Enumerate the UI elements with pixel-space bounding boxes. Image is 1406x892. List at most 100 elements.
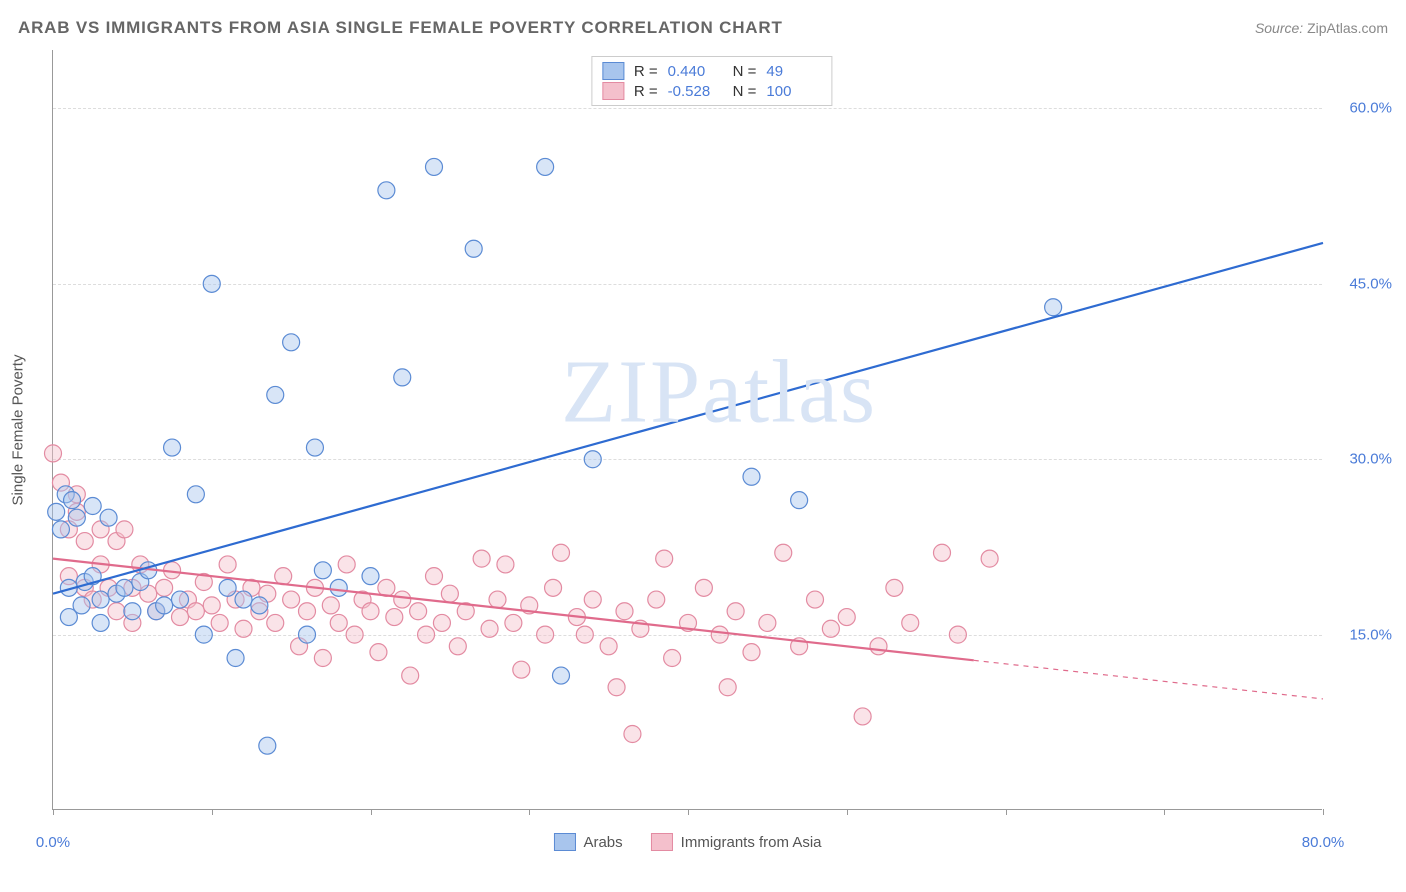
data-point (418, 626, 435, 643)
data-point (322, 597, 339, 614)
data-point (608, 679, 625, 696)
data-point (338, 556, 355, 573)
legend-row-arabs: R = 0.440 N = 49 (602, 61, 822, 81)
r-value-asia: -0.528 (668, 83, 723, 100)
legend-label-arabs: Arabs (583, 834, 622, 851)
data-point (195, 626, 212, 643)
data-point (92, 614, 109, 631)
data-point (854, 708, 871, 725)
data-point (822, 620, 839, 637)
data-point (727, 603, 744, 620)
data-point (807, 591, 824, 608)
data-point (164, 439, 181, 456)
data-point (537, 158, 554, 175)
data-point (172, 591, 189, 608)
data-point (203, 275, 220, 292)
data-point (314, 562, 331, 579)
data-point (838, 609, 855, 626)
data-point (203, 597, 220, 614)
data-point (267, 614, 284, 631)
data-point (378, 182, 395, 199)
data-point (92, 591, 109, 608)
y-tick-label: 60.0% (1332, 100, 1392, 117)
legend-row-asia: R = -0.528 N = 100 (602, 81, 822, 101)
data-point (386, 609, 403, 626)
data-point (648, 591, 665, 608)
data-point (497, 556, 514, 573)
trend-line-dashed (974, 660, 1323, 699)
legend-item-arabs: Arabs (553, 833, 622, 851)
data-point (545, 579, 562, 596)
data-point (299, 626, 316, 643)
data-point (981, 550, 998, 567)
data-point (100, 509, 117, 526)
data-point (394, 369, 411, 386)
source-name: ZipAtlas.com (1307, 20, 1388, 36)
data-point (330, 614, 347, 631)
data-point (76, 533, 93, 550)
data-point (426, 158, 443, 175)
data-point (68, 509, 85, 526)
n-value-asia: 100 (766, 83, 821, 100)
data-point (346, 626, 363, 643)
data-point (949, 626, 966, 643)
data-point (584, 451, 601, 468)
data-point (576, 626, 593, 643)
data-point (489, 591, 506, 608)
data-point (616, 603, 633, 620)
legend-correlation: R = 0.440 N = 49 R = -0.528 N = 100 (591, 56, 833, 106)
data-point (187, 486, 204, 503)
data-point (219, 579, 236, 596)
data-point (902, 614, 919, 631)
source: Source: ZipAtlas.com (1255, 20, 1388, 36)
data-point (664, 650, 681, 667)
chart-title: ARAB VS IMMIGRANTS FROM ASIA SINGLE FEMA… (18, 18, 783, 38)
data-point (211, 614, 228, 631)
data-point (719, 679, 736, 696)
data-point (306, 439, 323, 456)
y-tick-label: 30.0% (1332, 451, 1392, 468)
data-point (84, 498, 101, 515)
source-label: Source: (1255, 20, 1303, 36)
data-point (394, 591, 411, 608)
chart-area: ZIPatlas Single Female Poverty 15.0%30.0… (52, 50, 1322, 810)
y-axis-title: Single Female Poverty (10, 354, 27, 505)
data-point (299, 603, 316, 620)
data-point (426, 568, 443, 585)
data-point (73, 597, 90, 614)
data-point (124, 603, 141, 620)
y-tick-label: 45.0% (1332, 275, 1392, 292)
data-point (934, 544, 951, 561)
data-point (227, 650, 244, 667)
data-point (108, 603, 125, 620)
swatch-asia (602, 82, 624, 100)
data-point (505, 614, 522, 631)
swatch-arabs-bottom (553, 833, 575, 851)
data-point (172, 609, 189, 626)
data-point (775, 544, 792, 561)
data-point (513, 661, 530, 678)
data-point (402, 667, 419, 684)
data-point (473, 550, 490, 567)
header: ARAB VS IMMIGRANTS FROM ASIA SINGLE FEMA… (18, 18, 1388, 38)
scatter-plot (53, 50, 1322, 809)
data-point (584, 591, 601, 608)
data-point (283, 591, 300, 608)
legend-item-asia: Immigrants from Asia (651, 833, 822, 851)
legend-series: Arabs Immigrants from Asia (553, 833, 821, 851)
data-point (330, 579, 347, 596)
data-point (441, 585, 458, 602)
x-tick-label: 80.0% (1302, 834, 1345, 851)
data-point (791, 492, 808, 509)
data-point (283, 334, 300, 351)
data-point (624, 726, 641, 743)
n-value-arabs: 49 (766, 63, 821, 80)
data-point (267, 386, 284, 403)
data-point (187, 603, 204, 620)
data-point (449, 638, 466, 655)
data-point (52, 521, 69, 538)
data-point (314, 650, 331, 667)
data-point (45, 445, 62, 462)
data-point (251, 597, 268, 614)
data-point (465, 240, 482, 257)
